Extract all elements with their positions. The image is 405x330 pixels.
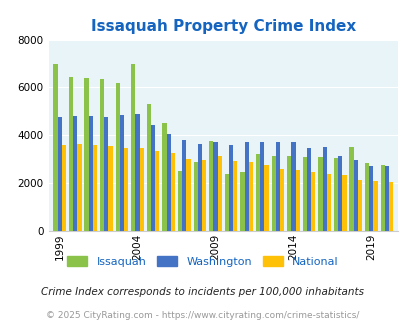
Bar (84, 78, 88, 231)
Bar (224, 174, 228, 231)
Bar (213, 143, 217, 231)
Bar (322, 147, 326, 231)
Bar (62, 145, 66, 231)
Bar (279, 169, 284, 231)
Bar (131, 63, 135, 231)
Bar (310, 172, 315, 231)
Bar (58, 117, 62, 231)
Bar (166, 134, 171, 231)
Bar (88, 116, 93, 231)
Bar (353, 160, 357, 231)
Bar (295, 170, 299, 231)
Bar (147, 104, 151, 231)
Bar (228, 145, 232, 231)
Bar (264, 165, 268, 231)
Bar (286, 156, 291, 231)
Bar (326, 174, 330, 231)
Bar (260, 143, 264, 231)
Bar (182, 140, 186, 231)
Bar (349, 147, 353, 231)
Bar (302, 157, 306, 231)
Bar (380, 165, 384, 231)
Bar (139, 148, 143, 231)
Bar (384, 166, 388, 231)
Bar (171, 153, 175, 231)
Bar (240, 172, 244, 231)
Bar (255, 154, 260, 231)
Bar (162, 123, 166, 231)
Bar (155, 151, 159, 231)
Legend: Issaquah, Washington, National: Issaquah, Washington, National (63, 251, 342, 271)
Bar (186, 159, 190, 231)
Bar (217, 156, 221, 231)
Bar (364, 163, 369, 231)
Text: © 2025 CityRating.com - https://www.cityrating.com/crime-statistics/: © 2025 CityRating.com - https://www.city… (46, 311, 359, 320)
Bar (291, 143, 295, 231)
Bar (244, 143, 248, 231)
Bar (193, 162, 197, 231)
Bar (337, 156, 341, 231)
Bar (369, 166, 373, 231)
Bar (69, 77, 73, 231)
Bar (333, 158, 337, 231)
Bar (275, 143, 279, 231)
Text: Crime Index corresponds to incidents per 100,000 inhabitants: Crime Index corresponds to incidents per… (41, 287, 364, 297)
Bar (135, 114, 139, 231)
Bar (202, 160, 206, 231)
Bar (373, 181, 377, 231)
Bar (53, 63, 58, 231)
Bar (197, 144, 202, 231)
Bar (388, 182, 392, 231)
Bar (209, 141, 213, 231)
Bar (77, 144, 81, 231)
Title: Issaquah Property Crime Index: Issaquah Property Crime Index (90, 19, 355, 34)
Bar (93, 145, 97, 231)
Bar (100, 79, 104, 231)
Bar (232, 161, 237, 231)
Bar (104, 117, 108, 231)
Bar (119, 115, 124, 231)
Bar (73, 116, 77, 231)
Bar (177, 171, 182, 231)
Bar (341, 175, 345, 231)
Bar (248, 162, 252, 231)
Bar (151, 124, 155, 231)
Bar (115, 83, 119, 231)
Bar (108, 146, 113, 231)
Bar (318, 157, 322, 231)
Bar (271, 156, 275, 231)
Bar (306, 148, 310, 231)
Bar (124, 148, 128, 231)
Bar (357, 180, 361, 231)
